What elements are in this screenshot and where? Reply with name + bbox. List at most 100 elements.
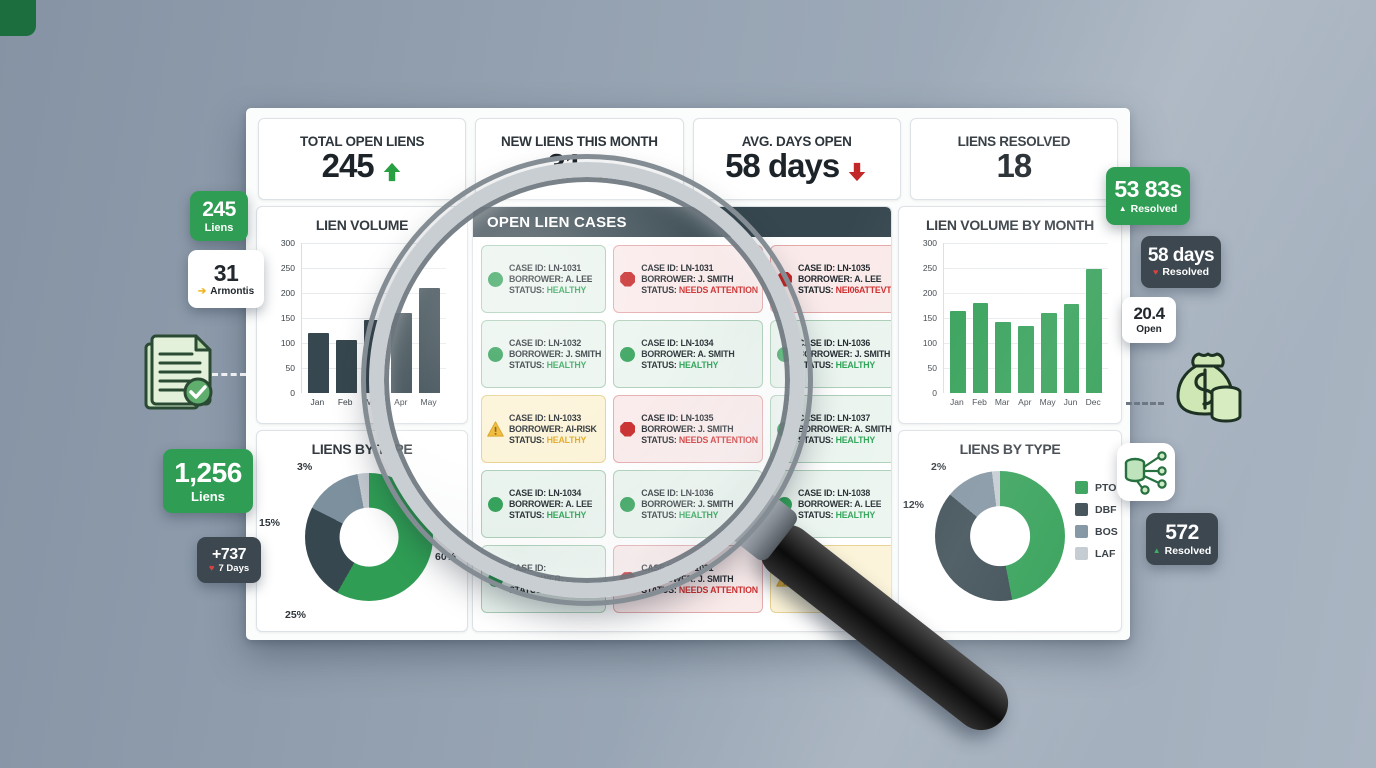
badge-204-open: 20.4 Open xyxy=(1122,297,1176,343)
badge-label: Liens xyxy=(191,488,225,504)
badge-737-7days: +737 ♥ 7 Days xyxy=(197,537,261,583)
badge-value: 31 xyxy=(213,259,239,286)
database-network-icon xyxy=(1117,443,1175,501)
bar-plot xyxy=(943,243,1108,393)
liens-by-type-donut: PTO DBF BOS LAF 12% 2% xyxy=(899,459,1121,627)
legend-item: LAF xyxy=(1075,547,1118,560)
case-status-value: NEI06ATTEVTION xyxy=(835,285,892,295)
y-tick-label: 300 xyxy=(922,238,937,248)
kpi-total-open-liens: TOTAL OPEN LIENS 245 xyxy=(258,118,467,200)
panel-lien-volume-by-month: LIEN VOLUME BY MONTH 300 250 200 150 100 50 0 … xyxy=(898,206,1122,424)
document-check-icon xyxy=(134,330,220,425)
panel-title: LIEN VOLUME xyxy=(315,217,409,233)
panel-title: LIENS BY TYPE xyxy=(959,441,1061,457)
legend-swatch xyxy=(1075,547,1088,560)
y-tick-label: 200 xyxy=(922,288,937,298)
kpi-value: 58 days xyxy=(725,147,840,185)
legend-item: PTO xyxy=(1075,481,1118,494)
case-details: CASE ID: LN-1038 BORROWER: A. LEE STATUS: … xyxy=(798,488,881,520)
x-tick-label: Jun xyxy=(1063,397,1078,407)
case-card[interactable]: CASE ID: LN-1035 BORROWER: A. LEE STATUS: … xyxy=(769,245,892,313)
donut-slice-label: 12% xyxy=(903,499,925,511)
x-tick-label: Dec xyxy=(1085,397,1101,407)
badge-label: ♥ Resolved xyxy=(1152,266,1210,279)
donut-slice-label: 15% xyxy=(259,517,281,529)
x-tick-label: May xyxy=(1039,397,1056,407)
arrow-right-icon: ➔ xyxy=(197,286,207,298)
x-tick-label: Feb xyxy=(337,397,353,407)
case-borrower: BORROWER: A. LEE xyxy=(797,274,882,284)
legend-swatch xyxy=(1075,503,1088,516)
y-tick-label: 50 xyxy=(927,363,937,373)
decor-corner-square xyxy=(0,0,36,36)
donut-hole xyxy=(339,507,399,567)
badge-label: Open xyxy=(1136,323,1162,335)
y-tick-label: 250 xyxy=(280,263,295,273)
legend-swatch xyxy=(1075,481,1088,494)
badge-value: 53 83s xyxy=(1114,176,1182,203)
case-status: STATUS: HEALTHY xyxy=(797,360,876,370)
bar xyxy=(308,333,329,393)
donut-chart xyxy=(305,473,433,601)
connector-dash-right xyxy=(1126,402,1164,405)
up-triangle-icon: ▲ xyxy=(1152,546,1161,556)
bar xyxy=(1040,313,1057,393)
badge-value: 58 days xyxy=(1147,244,1215,266)
kpi-label: NEW LIENS THIS MONTH xyxy=(501,134,658,150)
y-tick-label: 0 xyxy=(932,388,937,398)
legend-item: BOS xyxy=(1075,525,1118,538)
legend-label: BOS xyxy=(1095,525,1118,538)
badge-value: 1,256 xyxy=(174,457,242,489)
case-status: STATUS: HEALTHY xyxy=(797,510,876,520)
x-tick-label: Mar xyxy=(994,397,1010,407)
kpi-liens-resolved: LIENS RESOLVED 18 xyxy=(909,118,1118,200)
heart-icon: ♥ xyxy=(1152,267,1159,278)
case-id: CASE ID: LN-1038 xyxy=(797,488,871,498)
money-bag-icon xyxy=(1168,350,1248,433)
panel-liens-by-type-right: LIENS BY TYPE PTO DBF BOS LAF 12% 2% xyxy=(898,430,1122,632)
y-tick-label: 100 xyxy=(280,338,295,348)
y-tick-label: 250 xyxy=(922,263,937,273)
y-axis: 300 250 200 150 100 50 0 xyxy=(271,238,297,398)
trend-down-icon xyxy=(846,155,868,182)
case-borrower: BORROWER: A. SMITH xyxy=(797,424,892,434)
case-status-value: HEALTHY xyxy=(835,360,876,370)
bar xyxy=(995,322,1012,393)
badge-label: Liens xyxy=(204,221,234,234)
badge-value: 20.4 xyxy=(1133,304,1165,324)
case-status-value: HEALTHY xyxy=(835,435,876,445)
donut-legend: PTO DBF BOS LAF xyxy=(1075,481,1118,560)
badge-1256-liens: 1,256 Liens xyxy=(163,449,253,513)
magnifier-lens xyxy=(361,154,813,606)
badge-label: ▲ Resolved xyxy=(1118,202,1178,215)
case-details: CASE ID: LN-1035 BORROWER: A. LEE STATUS: … xyxy=(797,263,892,295)
donut-slice-label: 25% xyxy=(285,609,307,621)
case-status: STATUS: HEALTHY xyxy=(797,435,876,445)
up-triangle-icon: ▲ xyxy=(1118,204,1127,214)
y-tick-label: 0 xyxy=(290,388,295,398)
lien-volume-by-month-chart: 300 250 200 150 100 50 0 Jan Feb Mar Apr May Jun Dec xyxy=(913,238,1109,415)
y-tick-label: 150 xyxy=(280,313,295,323)
y-tick-label: 200 xyxy=(280,288,295,298)
heart-icon: ♥ xyxy=(208,563,215,575)
kpi-value: 245 xyxy=(321,147,375,185)
donut-slice-label: 2% xyxy=(931,461,947,473)
case-status: STATUS: NEI06ATTEVTION xyxy=(798,285,892,295)
y-tick-label: 300 xyxy=(280,238,295,248)
case-details: CASE ID: LN-1037 BORROWER: A. SMITH STATUS… xyxy=(798,413,891,445)
case-status-value: HEALTHY xyxy=(835,510,876,520)
connector-dash-left xyxy=(212,373,246,376)
badge-value: 572 xyxy=(1165,521,1199,545)
kpi-avg-days-open: AVG. DAYS OPEN 58 days xyxy=(692,118,901,200)
case-status-value: NEEDS ATTENTION xyxy=(678,585,758,595)
legend-label: LAF xyxy=(1095,547,1116,560)
case-card[interactable]: CASE ID: LN-1038 BORROWER: A. LEE STATUS: … xyxy=(769,470,891,538)
case-id: CASE ID: LN-1037 xyxy=(797,413,871,423)
legend-swatch xyxy=(1075,525,1088,538)
donut-slice-label: 3% xyxy=(297,461,313,473)
badge-label: ▲ Resolved xyxy=(1152,544,1212,557)
kpi-label: AVG. DAYS OPEN xyxy=(741,134,852,150)
y-tick-label: 50 xyxy=(285,363,295,373)
